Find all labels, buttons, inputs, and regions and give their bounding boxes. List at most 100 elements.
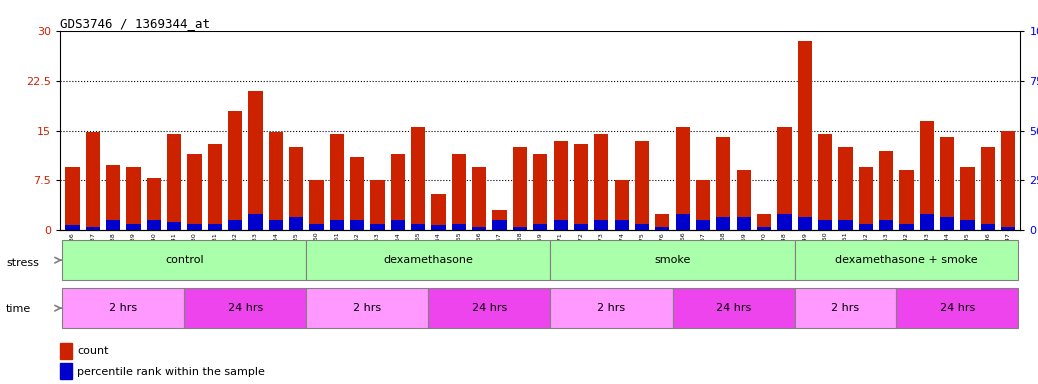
FancyBboxPatch shape bbox=[185, 288, 306, 328]
Bar bbox=[534, 224, 547, 230]
Bar bbox=[187, 154, 201, 230]
Text: 2 hrs: 2 hrs bbox=[353, 303, 381, 313]
Bar bbox=[676, 127, 690, 230]
Bar bbox=[757, 227, 771, 230]
Bar bbox=[228, 220, 242, 230]
Bar bbox=[330, 134, 344, 230]
Bar bbox=[960, 167, 975, 230]
Bar bbox=[777, 127, 792, 230]
Bar bbox=[716, 217, 731, 230]
Bar bbox=[85, 132, 100, 230]
Bar bbox=[65, 225, 80, 230]
Bar bbox=[371, 180, 385, 230]
Bar bbox=[695, 220, 710, 230]
Bar bbox=[1001, 131, 1015, 230]
Bar bbox=[818, 134, 832, 230]
Bar bbox=[614, 220, 629, 230]
Text: 2 hrs: 2 hrs bbox=[109, 303, 137, 313]
Bar bbox=[472, 167, 487, 230]
Bar bbox=[60, 343, 72, 359]
Bar bbox=[594, 220, 608, 230]
Bar bbox=[858, 224, 873, 230]
Bar bbox=[635, 224, 649, 230]
Bar bbox=[676, 214, 690, 230]
FancyBboxPatch shape bbox=[306, 288, 429, 328]
Bar bbox=[513, 227, 527, 230]
Text: 24 hrs: 24 hrs bbox=[472, 303, 507, 313]
Bar bbox=[553, 220, 568, 230]
Text: count: count bbox=[78, 346, 109, 356]
Bar bbox=[208, 224, 222, 230]
Bar bbox=[981, 224, 995, 230]
Bar bbox=[797, 41, 812, 230]
Text: 24 hrs: 24 hrs bbox=[227, 303, 263, 313]
Bar bbox=[716, 137, 731, 230]
FancyBboxPatch shape bbox=[896, 288, 1018, 328]
Bar bbox=[1001, 227, 1015, 230]
Bar bbox=[187, 224, 201, 230]
Bar bbox=[269, 132, 283, 230]
Bar bbox=[757, 214, 771, 230]
Bar bbox=[228, 111, 242, 230]
Bar bbox=[737, 170, 750, 230]
Text: percentile rank within the sample: percentile rank within the sample bbox=[78, 367, 266, 377]
Bar bbox=[574, 224, 589, 230]
Bar bbox=[614, 180, 629, 230]
Bar bbox=[65, 167, 80, 230]
Bar bbox=[920, 121, 934, 230]
Bar bbox=[452, 224, 466, 230]
Text: stress: stress bbox=[6, 258, 39, 268]
Bar bbox=[350, 157, 364, 230]
Bar bbox=[981, 147, 995, 230]
FancyBboxPatch shape bbox=[62, 288, 185, 328]
Bar bbox=[167, 222, 182, 230]
Bar bbox=[390, 154, 405, 230]
Bar bbox=[777, 214, 792, 230]
Text: time: time bbox=[6, 304, 31, 314]
Bar bbox=[248, 214, 263, 230]
Bar bbox=[695, 180, 710, 230]
FancyBboxPatch shape bbox=[550, 288, 673, 328]
Bar bbox=[655, 227, 670, 230]
Bar bbox=[635, 141, 649, 230]
FancyBboxPatch shape bbox=[794, 240, 1018, 280]
Text: 24 hrs: 24 hrs bbox=[716, 303, 752, 313]
Bar bbox=[432, 225, 445, 230]
Bar bbox=[127, 224, 140, 230]
Bar bbox=[534, 154, 547, 230]
Text: 24 hrs: 24 hrs bbox=[939, 303, 975, 313]
Bar bbox=[839, 147, 852, 230]
FancyBboxPatch shape bbox=[673, 288, 794, 328]
FancyBboxPatch shape bbox=[306, 240, 550, 280]
Bar bbox=[737, 217, 750, 230]
Bar bbox=[269, 220, 283, 230]
Bar bbox=[248, 91, 263, 230]
Bar bbox=[899, 224, 913, 230]
Bar bbox=[452, 154, 466, 230]
Bar bbox=[309, 224, 324, 230]
Bar bbox=[411, 224, 426, 230]
Bar bbox=[146, 179, 161, 230]
Bar bbox=[513, 147, 527, 230]
Bar bbox=[940, 137, 954, 230]
Bar bbox=[492, 210, 507, 230]
Bar bbox=[146, 220, 161, 230]
Text: GDS3746 / 1369344_at: GDS3746 / 1369344_at bbox=[60, 17, 211, 30]
Bar bbox=[371, 224, 385, 230]
FancyBboxPatch shape bbox=[62, 240, 306, 280]
Bar bbox=[818, 220, 832, 230]
FancyBboxPatch shape bbox=[429, 288, 550, 328]
Bar bbox=[208, 144, 222, 230]
Bar bbox=[289, 147, 303, 230]
Bar bbox=[411, 127, 426, 230]
Bar bbox=[899, 170, 913, 230]
Text: dexamethasone: dexamethasone bbox=[383, 255, 473, 265]
Bar bbox=[574, 144, 589, 230]
Bar bbox=[960, 220, 975, 230]
Bar bbox=[594, 134, 608, 230]
Text: control: control bbox=[165, 255, 203, 265]
Bar bbox=[350, 220, 364, 230]
Bar bbox=[858, 167, 873, 230]
Bar bbox=[492, 220, 507, 230]
Bar bbox=[920, 214, 934, 230]
